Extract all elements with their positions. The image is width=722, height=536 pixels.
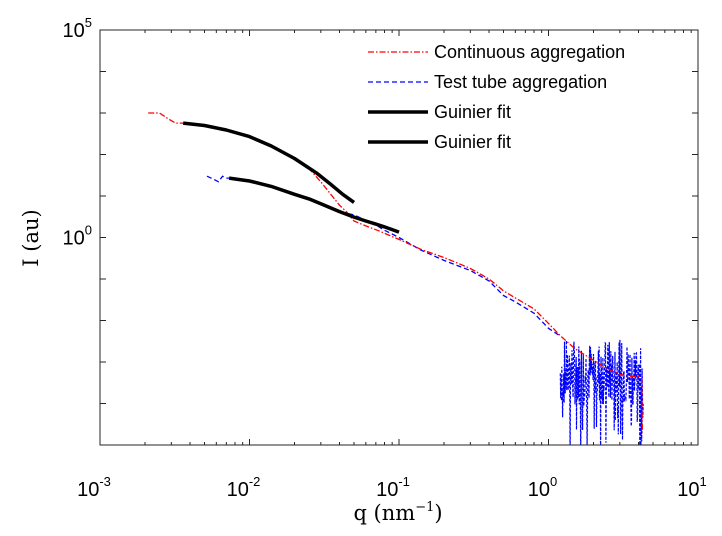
series-test-tube-noisy-tail: [559, 339, 644, 445]
y-tick-label: 105: [63, 15, 92, 42]
x-tick-label: 10-3: [77, 474, 111, 501]
legend-label-1: Test tube aggregation: [434, 72, 607, 92]
series-layer: [148, 112, 644, 445]
x-tick-label: 10-1: [376, 474, 410, 501]
x-tick-label-base: 10: [677, 479, 699, 501]
y-tick-label: 100: [63, 223, 92, 250]
y-tick-label-exponent: 0: [85, 223, 92, 238]
series-line-3: [228, 176, 400, 234]
x-tick-label-exponent: 0: [550, 474, 557, 489]
y-tick-label-exponent: 5: [85, 15, 92, 30]
x-tick-label-exponent: -3: [99, 474, 111, 489]
x-tick-label-base: 10: [528, 479, 550, 501]
y-tick-label-base: 10: [63, 228, 85, 250]
legend-label-2: Guinier fit: [434, 102, 511, 122]
x-tick-label-base: 10: [376, 479, 398, 501]
series-line-1: [206, 175, 561, 337]
x-tick-label: 10-2: [227, 474, 261, 501]
x-tick-label: 101: [677, 474, 706, 501]
x-axis-title: q (nm−1): [353, 500, 442, 525]
y-tick-label-base: 10: [63, 20, 85, 42]
x-tick-label-base: 10: [227, 479, 249, 501]
legend-label-0: Continuous aggregation: [434, 42, 625, 62]
x-tick-label-base: 10: [77, 479, 99, 501]
x-tick-label: 100: [528, 474, 557, 501]
legend: Continuous aggregation Test tube aggregat…: [368, 42, 625, 152]
y-axis-title: I (au): [19, 209, 43, 266]
x-tick-label-exponent: -2: [249, 474, 261, 489]
x-tick-label-exponent: -1: [398, 474, 410, 489]
series-line-2: [183, 121, 356, 204]
legend-label-3: Guinier fit: [434, 132, 511, 152]
x-tick-label-exponent: 1: [700, 474, 707, 489]
